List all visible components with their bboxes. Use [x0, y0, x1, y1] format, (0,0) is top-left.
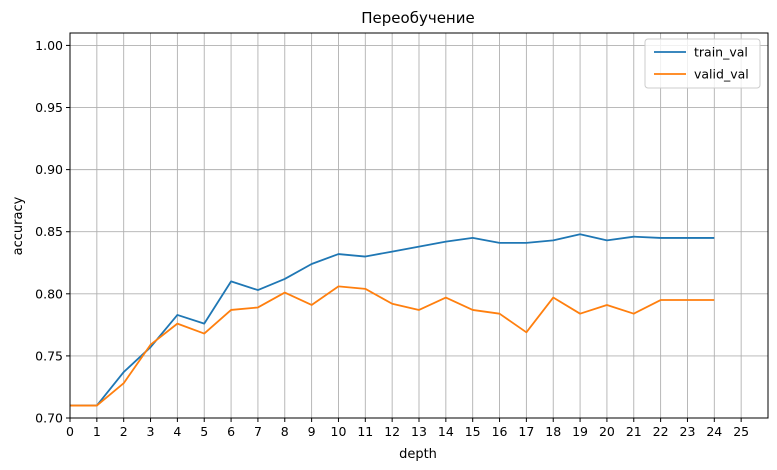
- x-tick-label: 18: [545, 424, 561, 439]
- grid: [69, 33, 768, 419]
- y-tick-label: 0.85: [35, 224, 63, 239]
- x-tick-label: 23: [680, 424, 696, 439]
- x-tick-label: 3: [147, 424, 155, 439]
- x-tick-label: 1: [93, 424, 101, 439]
- x-tick-label: 10: [331, 424, 347, 439]
- x-tick-label: 17: [518, 424, 534, 439]
- series-line-train-val: [70, 233, 715, 407]
- x-tick-label: 19: [572, 424, 588, 439]
- x-tick-label: 16: [492, 424, 508, 439]
- y-axis: 0.70 0.75 0.80 0.85 0.90 0.95 1.00: [35, 38, 70, 426]
- y-axis-label: accuracy: [11, 196, 26, 255]
- y-tick-label: 1.00: [35, 38, 63, 53]
- y-tick-label: 0.75: [35, 348, 63, 363]
- x-tick-label: 13: [411, 424, 427, 439]
- x-tick-label: 5: [200, 424, 208, 439]
- legend-label-train-val: train_val: [694, 45, 748, 60]
- x-tick-label: 25: [733, 424, 749, 439]
- x-tick-label: 2: [120, 424, 128, 439]
- x-tick-label: 14: [438, 424, 454, 439]
- series-layer: [70, 233, 715, 407]
- x-axis-label: depth: [399, 447, 437, 462]
- x-tick-label: 21: [626, 424, 642, 439]
- legend-label-valid-val: valid_val: [694, 67, 749, 82]
- x-tick-label: 15: [465, 424, 481, 439]
- y-tick-label: 0.70: [35, 411, 63, 426]
- x-tick-label: 8: [281, 424, 289, 439]
- x-tick-label: 22: [653, 424, 669, 439]
- x-tick-label: 0: [66, 424, 74, 439]
- x-tick-label: 6: [227, 424, 235, 439]
- y-tick-label: 0.90: [35, 162, 63, 177]
- x-tick-label: 9: [308, 424, 316, 439]
- series-line-valid-val: [70, 285, 715, 407]
- y-tick-label: 0.80: [35, 286, 63, 301]
- x-tick-label: 11: [357, 424, 373, 439]
- chart-title: Переобучение: [361, 9, 474, 27]
- legend: train_val valid_val: [644, 38, 761, 89]
- x-tick-label: 20: [599, 424, 615, 439]
- x-tick-label: 4: [173, 424, 181, 439]
- x-axis: 0 1 2 3 4 5 6 7 8 9 10 11 12 13 14 15 16 17 18 19 20 21 22 23 24…: [66, 418, 749, 439]
- x-tick-label: 24: [706, 424, 722, 439]
- x-tick-label: 12: [384, 424, 400, 439]
- y-tick-label: 0.95: [35, 100, 63, 115]
- x-tick-label: 7: [254, 424, 262, 439]
